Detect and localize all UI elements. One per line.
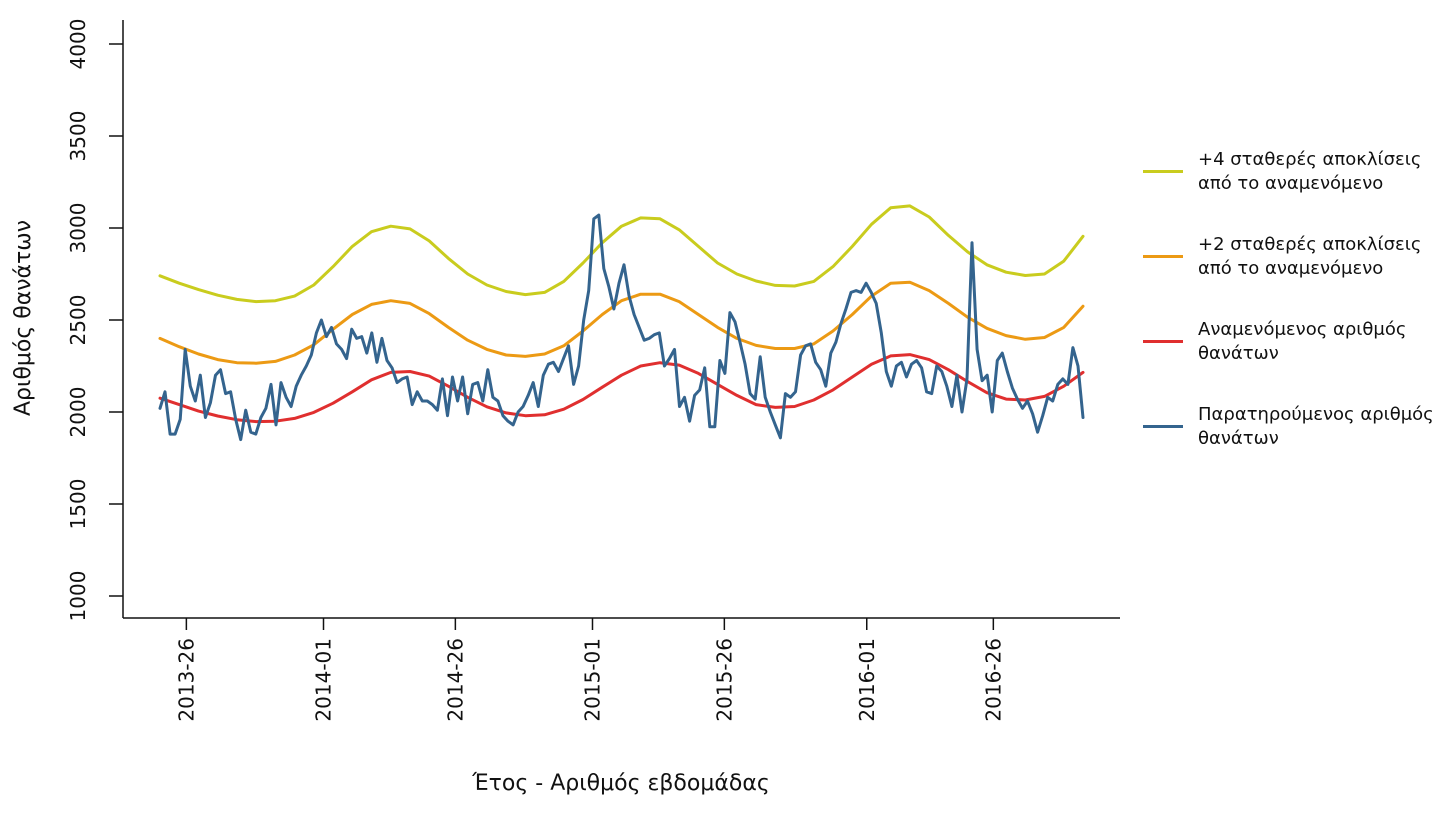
legend-label: +2 σταθερές αποκλίσεις από το αναμενόμεν…	[1198, 234, 1422, 279]
x-tick-label: 2016-26	[981, 638, 1005, 722]
series-lines	[158, 204, 1085, 442]
legend-item: Παρατηρούμενος αριθμός θανάτων	[1143, 403, 1443, 488]
x-tick-label: 2014-26	[443, 638, 467, 722]
y-tick-label: 2000	[66, 387, 90, 438]
x-axis-title: Έτος - Αριθμός εβδομάδας	[471, 771, 769, 796]
y-tick-label: 2500	[66, 295, 90, 346]
axes: 1000 1500 2000 2500 3000 3500 4000 2013-26 2014-…	[66, 19, 1120, 722]
legend: +4 σταθερές αποκλίσεις από το αναμενόμεν…	[1143, 148, 1443, 488]
y-tick-label: 4000	[66, 19, 90, 70]
y-tick-label: 3000	[66, 203, 90, 254]
x-tick-label: 2013-26	[174, 638, 198, 722]
legend-item: Αναμενόμενος αριθμός θανάτων	[1143, 318, 1443, 403]
legend-swatch	[1143, 425, 1183, 428]
x-tick-label: 2014-01	[312, 638, 336, 722]
x-tick-label: 2015-01	[580, 638, 604, 722]
legend-item: +2 σταθερές αποκλίσεις από το αναμενόμεν…	[1143, 233, 1443, 318]
series-line-0	[158, 204, 1085, 304]
y-tick-label: 3500	[66, 111, 90, 162]
y-tick-label: 1500	[66, 479, 90, 530]
legend-item: +4 σταθερές αποκλίσεις από το αναμενόμεν…	[1143, 148, 1443, 233]
series-line-2	[158, 353, 1085, 424]
legend-swatch	[1143, 170, 1183, 173]
x-tick-label: 2016-01	[855, 638, 879, 722]
legend-swatch	[1143, 340, 1183, 343]
legend-label: +4 σταθερές αποκλίσεις από το αναμενόμεν…	[1198, 149, 1422, 194]
legend-label: Αναμενόμενος αριθμός θανάτων	[1198, 319, 1407, 364]
x-tick-label: 2015-26	[712, 638, 736, 722]
y-axis-title: Αριθμός θανάτων	[11, 220, 36, 416]
legend-swatch	[1143, 255, 1183, 258]
legend-label: Παρατηρούμενος αριθμός θανάτων	[1198, 404, 1434, 449]
y-tick-label: 1000	[66, 571, 90, 622]
series-line-3	[158, 213, 1085, 442]
